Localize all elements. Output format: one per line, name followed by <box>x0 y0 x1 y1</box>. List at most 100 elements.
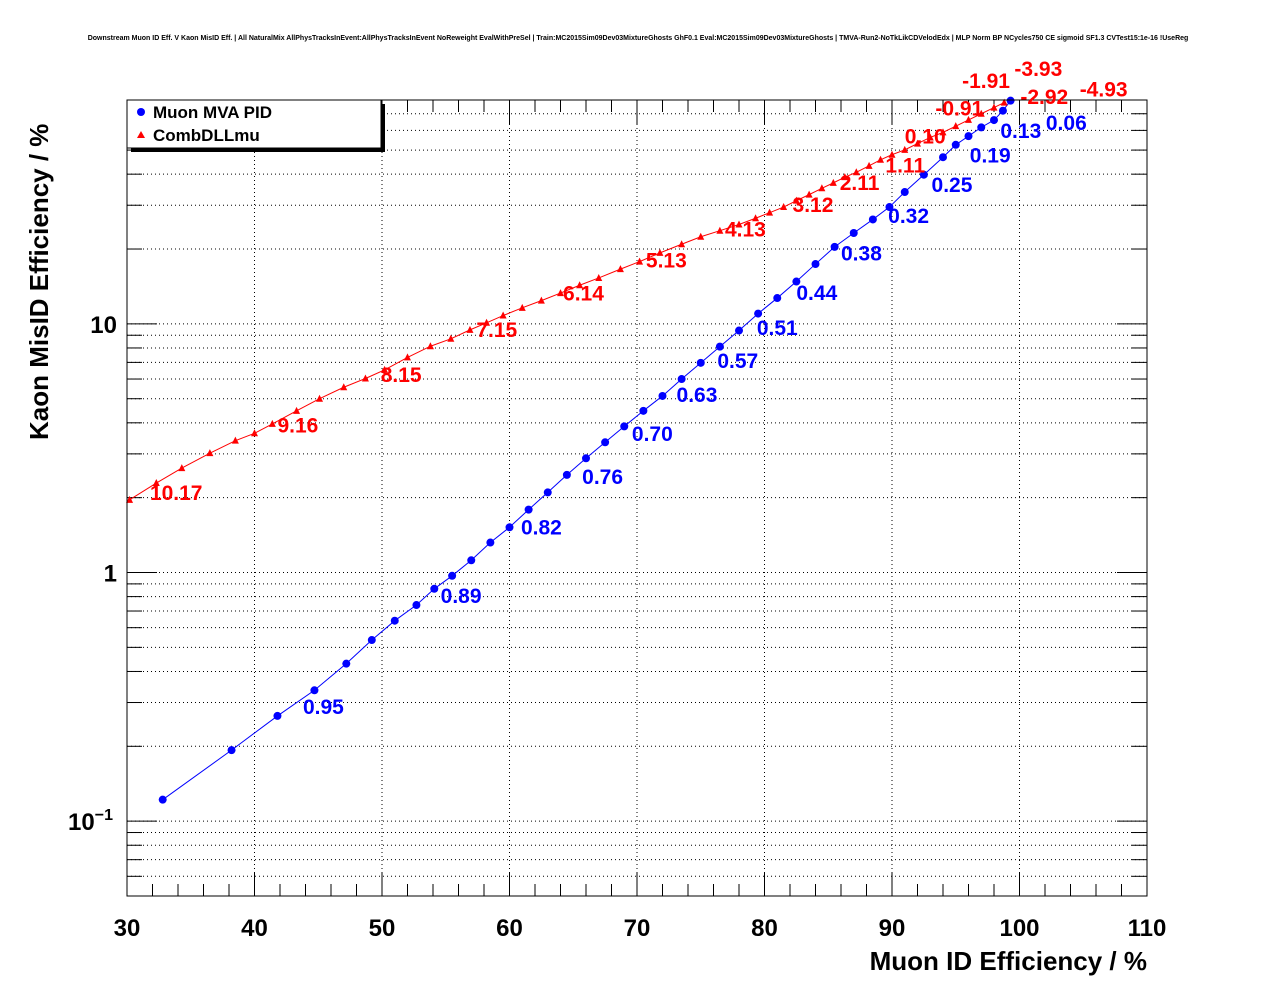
data-point <box>543 488 552 497</box>
series-combdllmu <box>126 98 1008 503</box>
point-label: 0.19 <box>970 145 1011 168</box>
data-point <box>849 228 858 237</box>
data-point <box>656 248 664 256</box>
data-point <box>830 242 839 251</box>
point-label: 0.44 <box>796 282 837 305</box>
data-point <box>919 170 928 179</box>
data-point <box>639 406 648 415</box>
point-label: 0.57 <box>717 350 758 373</box>
x-tick-label: 110 <box>1128 915 1167 942</box>
data-point <box>829 178 837 186</box>
data-point <box>773 294 782 303</box>
data-point <box>430 584 439 593</box>
data-point <box>977 109 985 117</box>
point-label: 0.25 <box>932 174 973 197</box>
data-point <box>752 214 760 222</box>
data-point <box>227 746 236 755</box>
data-point <box>524 505 533 514</box>
point-label: 5.13 <box>646 250 687 273</box>
x-tick-label: 100 <box>999 915 1039 942</box>
data-point <box>576 281 584 289</box>
point-label: 0.89 <box>441 585 482 608</box>
x-tick-label: 80 <box>751 915 778 942</box>
x-tick-label: 30 <box>114 915 141 942</box>
data-point <box>537 296 545 304</box>
data-point <box>268 419 276 427</box>
data-point <box>390 616 399 625</box>
data-point <box>792 277 801 286</box>
legend-label-muon-mva: Muon MVA PID <box>153 103 272 122</box>
data-point <box>841 173 849 181</box>
data-point <box>316 394 324 402</box>
data-point <box>293 406 301 414</box>
x-tick-label: 90 <box>879 915 906 942</box>
data-point <box>811 260 820 269</box>
data-point <box>766 208 774 216</box>
legend-label-combdllmu: CombDLLmu <box>153 126 260 145</box>
data-point <box>715 342 724 351</box>
data-point <box>505 523 514 532</box>
data-point <box>926 133 934 141</box>
legend: Muon MVA PID CombDLLmu <box>126 99 385 152</box>
grid <box>127 100 1147 897</box>
data-point <box>754 309 763 318</box>
data-point <box>677 375 686 384</box>
data-point <box>990 103 998 111</box>
data-point <box>818 184 826 192</box>
data-point <box>865 161 873 169</box>
data-point <box>273 711 282 720</box>
data-point <box>601 438 610 447</box>
series-line <box>162 100 1011 801</box>
point-label: 0.06 <box>1046 112 1087 135</box>
data-point <box>735 220 743 228</box>
data-point <box>678 240 686 248</box>
point-label: -2.92 <box>1020 86 1068 109</box>
data-point <box>1000 98 1008 106</box>
y-tick-base: 1 <box>104 561 117 588</box>
point-label: 2.11 <box>840 172 880 195</box>
data-point <box>557 289 564 297</box>
data-point <box>178 464 186 472</box>
legend-box <box>126 99 382 149</box>
x-tick-label: 50 <box>369 915 396 942</box>
point-label: 0.10 <box>905 126 946 149</box>
x-axis-label: Muon ID Efficiency / % <box>870 946 1147 976</box>
point-label: 0.95 <box>303 696 344 719</box>
data-point <box>1006 96 1015 105</box>
point-label: 4.13 <box>725 219 766 242</box>
y-tick-base: 10 <box>68 809 95 836</box>
series-layer <box>126 96 1015 804</box>
data-point <box>342 659 351 668</box>
data-point <box>952 122 960 130</box>
point-label: 0.32 <box>888 205 929 228</box>
data-point <box>901 145 909 153</box>
data-point <box>152 479 160 487</box>
data-point <box>251 429 258 437</box>
data-point <box>486 538 495 547</box>
y-tick-exponent: −1 <box>95 807 113 824</box>
point-labels: 0.95 0.89 0.82 0.76 0.700.63 0.57 0.51 0.440.38… <box>150 58 1128 719</box>
data-point <box>965 115 972 123</box>
data-point <box>448 571 457 580</box>
data-point <box>310 686 319 695</box>
data-point <box>361 374 369 382</box>
data-point <box>780 203 788 211</box>
data-point <box>998 106 1007 115</box>
data-point <box>868 215 877 224</box>
point-label: 0.38 <box>841 243 882 266</box>
data-point <box>562 470 571 479</box>
data-point <box>716 226 724 234</box>
data-point <box>990 116 998 125</box>
point-label: 0.70 <box>632 423 673 446</box>
legend-marker-muon-mva <box>137 108 145 116</box>
plot-frame <box>126 99 1148 897</box>
data-point <box>697 232 705 240</box>
data-point <box>951 140 960 149</box>
series-muon-mva-pid <box>158 96 1015 804</box>
data-point <box>518 303 526 311</box>
y-tick-label: 10 <box>90 312 117 339</box>
data-point <box>616 265 624 273</box>
chart-title: Downstream Muon ID Eff. V Kaon MisID Eff… <box>87 35 1189 42</box>
